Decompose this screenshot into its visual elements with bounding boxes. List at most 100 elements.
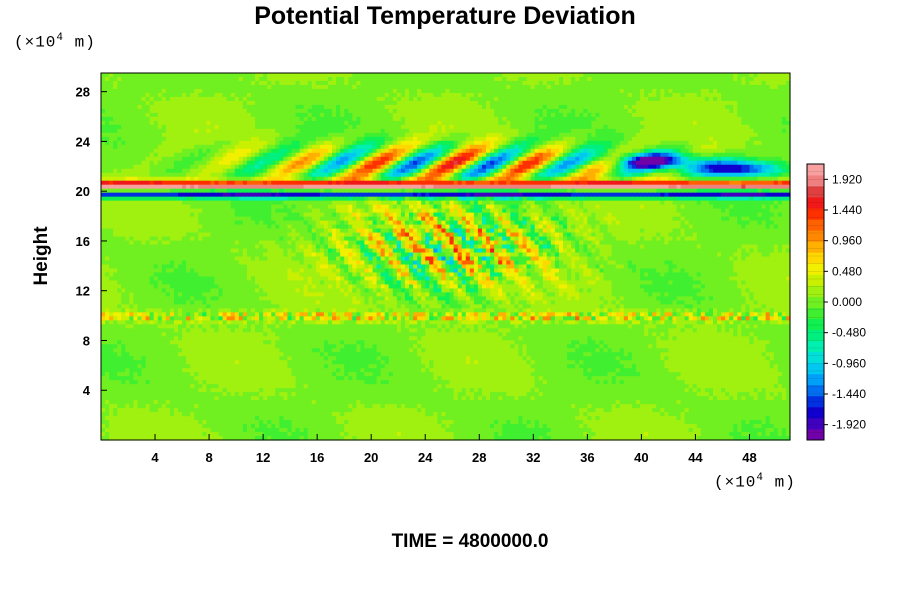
heatmap-cell	[627, 132, 633, 138]
heatmap-cell	[206, 112, 212, 118]
heatmap-cell	[404, 176, 410, 182]
heatmap-cell	[542, 144, 548, 150]
heatmap-cell	[409, 148, 414, 154]
heatmap-cell	[263, 160, 268, 166]
heatmap-cell	[777, 172, 783, 178]
heatmap-cell	[769, 144, 775, 150]
heatmap-cell	[781, 73, 787, 78]
heatmap-cell	[522, 73, 528, 78]
heatmap-cell	[388, 100, 394, 106]
heatmap-cell	[684, 108, 690, 114]
heatmap-cell	[332, 156, 337, 162]
heatmap-cell	[449, 172, 455, 178]
heatmap-cell	[332, 152, 337, 158]
heatmap-cell	[242, 84, 248, 90]
heatmap-cell	[380, 172, 386, 178]
heatmap-cell	[230, 168, 236, 174]
heatmap-cell	[368, 168, 374, 174]
heatmap-cell	[611, 156, 617, 162]
heatmap-cell	[781, 116, 787, 122]
heatmap-cell	[409, 80, 414, 86]
heatmap-cell	[117, 168, 122, 174]
heatmap-cell	[101, 96, 106, 102]
heatmap-cell	[287, 132, 293, 138]
heatmap-cell	[250, 152, 256, 158]
heatmap-cell	[494, 88, 499, 94]
heatmap-cell	[303, 188, 309, 194]
heatmap-cell	[785, 108, 791, 114]
heatmap-cell	[704, 160, 710, 166]
heatmap-cell	[737, 144, 742, 150]
heatmap-cell	[182, 144, 187, 150]
heatmap-cell	[465, 148, 471, 154]
heatmap-cell	[222, 112, 228, 118]
heatmap-cell	[490, 120, 495, 126]
heatmap-cell	[449, 152, 455, 158]
heatmap-cell	[481, 124, 487, 130]
heatmap-cell	[664, 76, 670, 82]
heatmap-cell	[640, 124, 645, 130]
heatmap-cell	[222, 116, 228, 122]
heatmap-cell	[182, 176, 187, 182]
heatmap-cell	[400, 80, 406, 86]
heatmap-cell	[433, 73, 438, 78]
heatmap-cell	[567, 116, 572, 122]
heatmap-cell	[340, 96, 345, 102]
heatmap-cell	[348, 76, 353, 82]
heatmap-cell	[615, 88, 621, 94]
heatmap-cell	[676, 80, 682, 86]
heatmap-cell	[133, 96, 139, 102]
heatmap-cell	[404, 152, 410, 158]
heatmap-cell	[635, 76, 641, 82]
heatmap-cell	[640, 108, 645, 114]
heatmap-cell	[149, 160, 155, 166]
heatmap-cell	[315, 152, 321, 158]
heatmap-cell	[721, 160, 726, 166]
heatmap-cell	[178, 188, 183, 194]
heatmap-cell	[287, 172, 293, 178]
heatmap-cell	[518, 176, 524, 182]
heatmap-cell	[323, 76, 329, 82]
heatmap-cell	[380, 120, 386, 126]
heatmap-cell	[356, 108, 361, 114]
heatmap-cell	[380, 96, 386, 102]
heatmap-cell	[307, 132, 313, 138]
heatmap-cell	[153, 180, 159, 186]
heatmap-cell	[733, 112, 738, 118]
heatmap-cell	[392, 80, 398, 86]
heatmap-cell	[696, 128, 702, 134]
heatmap-cell	[417, 100, 422, 106]
heatmap-cell	[117, 160, 122, 166]
heatmap-cell	[648, 160, 653, 166]
heatmap-cell	[708, 80, 714, 86]
heatmap-cell	[315, 164, 321, 170]
heatmap-cell	[781, 92, 787, 98]
heatmap-cell	[627, 156, 633, 162]
heatmap-cell	[246, 100, 252, 106]
heatmap-cell	[538, 92, 544, 98]
heatmap-cell	[198, 104, 203, 110]
heatmap-cell	[631, 176, 637, 182]
heatmap-cell	[263, 148, 268, 154]
heatmap-cell	[396, 104, 402, 110]
heatmap-cell	[202, 76, 207, 82]
heatmap-cell	[222, 73, 228, 78]
heatmap-cell	[125, 80, 130, 86]
heatmap-cell	[190, 156, 195, 162]
heatmap-cell	[421, 164, 426, 170]
heatmap-cell	[518, 120, 524, 126]
heatmap-cell	[700, 96, 706, 102]
heatmap-cell	[173, 84, 179, 90]
heatmap-cell	[619, 112, 625, 118]
heatmap-cell	[741, 104, 747, 110]
heatmap-cell	[563, 80, 568, 86]
heatmap-cell	[469, 100, 475, 106]
heatmap-cell	[615, 104, 621, 110]
heatmap-cell	[648, 120, 653, 126]
heatmap-cell	[473, 124, 479, 130]
heatmap-cell	[283, 84, 289, 90]
heatmap-cell	[587, 80, 592, 86]
heatmap-cell	[279, 80, 284, 86]
heatmap-cell	[392, 164, 398, 170]
heatmap-cell	[469, 140, 475, 146]
